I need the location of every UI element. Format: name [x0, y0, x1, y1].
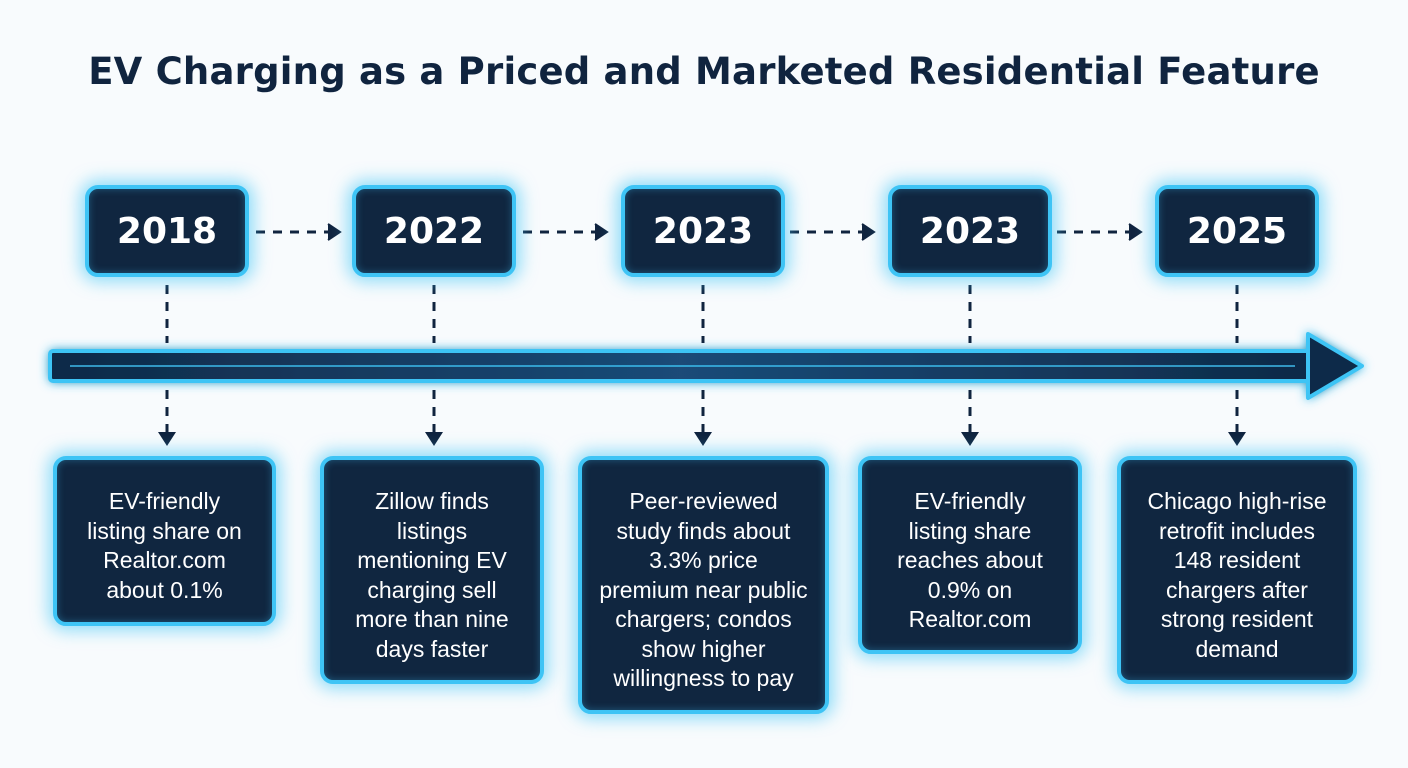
- drop-arrow-1-icon: [158, 432, 176, 446]
- description-box-3: Peer-reviewed study finds about 3.3% pri…: [578, 456, 829, 714]
- drop-arrow-4-icon: [961, 432, 979, 446]
- description-line: 3.3% price: [649, 547, 758, 573]
- year-label: 2023: [919, 210, 1021, 252]
- year-label: 2022: [383, 210, 485, 252]
- description-line: retrofit includes: [1159, 517, 1315, 544]
- description-line: willingness to pay: [613, 665, 794, 691]
- year-label: 2023: [652, 210, 754, 252]
- description-box-4: EV-friendly listing share reaches about …: [858, 456, 1082, 654]
- description-box-1: EV-friendly listing share on Realtor.com…: [53, 456, 276, 626]
- year-box-2: 2022: [352, 185, 516, 277]
- description-line: 148 resident: [1173, 547, 1301, 573]
- page-title: EV Charging as a Priced and Marketed Res…: [88, 50, 1320, 93]
- description-line: EV-friendly: [108, 488, 221, 514]
- year-box-1: 2018: [85, 185, 249, 277]
- description-line: about 0.1%: [106, 576, 223, 603]
- year-label: 2025: [1186, 210, 1288, 252]
- year-connector-4-arrow-icon: [1128, 223, 1143, 241]
- year-connector-3-arrow-icon: [861, 223, 876, 241]
- description-line: listing share on: [87, 517, 242, 544]
- timeline-arrowhead-icon: [1306, 332, 1364, 400]
- description-box-2: Zillow finds listings mentioning EV char…: [320, 456, 544, 684]
- description-line: days faster: [375, 635, 489, 662]
- year-box-5: 2025: [1155, 185, 1319, 277]
- drop-arrow-2-icon: [425, 432, 443, 446]
- description-line: Zillow finds: [375, 488, 489, 514]
- description-line: reaches about: [897, 547, 1043, 573]
- description-line: EV-friendly: [914, 488, 1026, 514]
- vertical-connectors: [158, 285, 1246, 446]
- description-line: Realtor.com: [908, 606, 1032, 632]
- description-line: mentioning EV: [357, 547, 507, 573]
- description-line: Peer-reviewed: [629, 488, 778, 514]
- year-box-4: 2023: [888, 185, 1052, 277]
- drop-arrow-5-icon: [1228, 432, 1246, 446]
- description-line: show higher: [641, 635, 766, 662]
- year-box-3: 2023: [621, 185, 785, 277]
- description-line: demand: [1195, 635, 1279, 662]
- year-connectors: [256, 223, 1143, 241]
- description-line: more than nine: [355, 606, 509, 632]
- year-label: 2018: [116, 210, 218, 252]
- description-line: listing share: [908, 517, 1032, 544]
- description-line: Realtor.com: [103, 547, 226, 573]
- drop-arrow-3-icon: [694, 432, 712, 446]
- description-line: strong resident: [1160, 606, 1314, 632]
- description-line: premium near public: [599, 576, 808, 603]
- description-line: Chicago high-rise: [1147, 488, 1327, 514]
- year-connector-1-arrow-icon: [327, 223, 342, 241]
- description-line: charging sell: [367, 576, 497, 603]
- description-line: chargers; condos: [615, 606, 792, 632]
- description-line: listings: [396, 517, 468, 544]
- main-timeline-arrow: [48, 332, 1364, 400]
- description-line: study finds about: [616, 517, 791, 544]
- description-line: chargers after: [1166, 576, 1308, 603]
- year-connector-2-arrow-icon: [594, 223, 609, 241]
- description-line: 0.9% on: [927, 576, 1013, 603]
- description-box-5: Chicago high-rise retrofit includes 148 …: [1117, 456, 1357, 684]
